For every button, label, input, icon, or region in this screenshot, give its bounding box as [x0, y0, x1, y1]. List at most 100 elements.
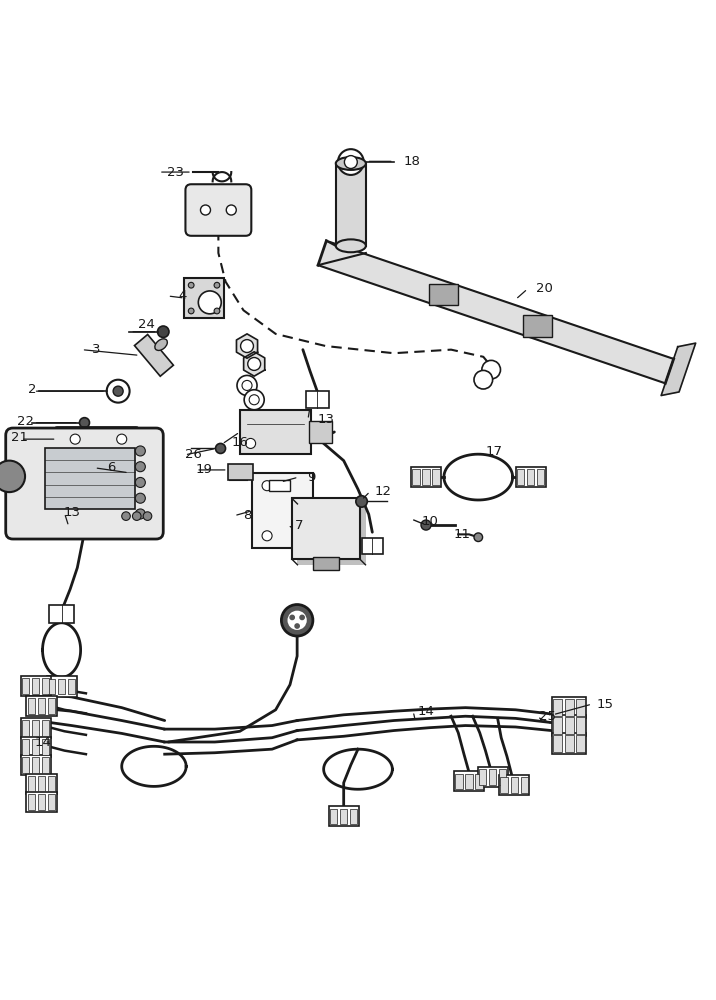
FancyBboxPatch shape — [6, 428, 163, 539]
Circle shape — [226, 205, 236, 215]
Bar — [48, 698, 55, 714]
Bar — [22, 678, 29, 694]
Text: 22: 22 — [16, 415, 34, 428]
Circle shape — [92, 452, 102, 462]
Text: 21: 21 — [11, 431, 28, 444]
Circle shape — [295, 624, 299, 628]
Circle shape — [281, 605, 313, 636]
Bar — [565, 699, 574, 716]
Bar — [521, 777, 528, 793]
Ellipse shape — [336, 157, 366, 170]
Circle shape — [107, 380, 130, 403]
Text: 20: 20 — [536, 282, 553, 295]
Circle shape — [241, 340, 253, 353]
Bar — [22, 757, 29, 773]
Text: 25: 25 — [539, 710, 556, 723]
Circle shape — [421, 520, 431, 530]
Bar — [48, 794, 55, 810]
Bar — [336, 163, 366, 246]
Text: 24: 24 — [138, 318, 155, 331]
Bar — [362, 538, 383, 554]
Text: 19: 19 — [195, 463, 213, 476]
Bar — [32, 678, 39, 694]
Bar — [309, 421, 332, 443]
Bar — [48, 679, 55, 694]
Bar — [32, 720, 39, 736]
Circle shape — [262, 531, 272, 541]
Polygon shape — [318, 241, 674, 383]
Bar — [38, 698, 45, 714]
Circle shape — [338, 149, 364, 175]
Circle shape — [214, 308, 220, 314]
Bar — [42, 757, 49, 773]
Circle shape — [135, 493, 145, 503]
Bar — [329, 806, 359, 826]
Bar — [411, 467, 441, 487]
Bar — [32, 739, 39, 755]
Circle shape — [188, 282, 194, 288]
Bar — [28, 794, 35, 810]
Bar — [350, 809, 357, 824]
Text: 12: 12 — [374, 485, 392, 498]
Circle shape — [135, 477, 145, 487]
Text: 15: 15 — [596, 698, 614, 711]
Bar — [45, 448, 135, 509]
Bar — [330, 809, 337, 824]
Bar — [478, 767, 508, 787]
Text: 8: 8 — [243, 509, 251, 522]
Bar — [489, 769, 496, 785]
Circle shape — [214, 282, 220, 288]
FancyBboxPatch shape — [54, 427, 139, 451]
Bar — [553, 699, 562, 716]
Circle shape — [249, 395, 259, 405]
Circle shape — [113, 386, 123, 396]
Bar — [38, 776, 45, 791]
Bar — [479, 769, 486, 785]
Circle shape — [135, 509, 145, 519]
Bar — [454, 771, 484, 791]
Text: 10: 10 — [421, 515, 438, 528]
Circle shape — [474, 533, 483, 542]
Text: 16: 16 — [231, 436, 248, 449]
Bar — [313, 557, 339, 570]
Bar — [240, 410, 311, 454]
Circle shape — [135, 462, 145, 472]
Bar — [432, 469, 440, 485]
Bar — [21, 676, 51, 696]
Text: 14: 14 — [34, 736, 52, 749]
Circle shape — [246, 438, 256, 448]
Ellipse shape — [336, 239, 366, 252]
Text: 6: 6 — [107, 461, 115, 474]
Circle shape — [117, 434, 127, 444]
Bar — [42, 678, 49, 694]
Bar — [21, 737, 51, 757]
Circle shape — [262, 481, 272, 491]
FancyBboxPatch shape — [185, 184, 251, 236]
Polygon shape — [243, 352, 265, 376]
Circle shape — [0, 461, 25, 492]
Bar — [576, 717, 585, 734]
Bar — [422, 469, 430, 485]
Circle shape — [188, 308, 194, 314]
Bar — [38, 794, 45, 810]
Circle shape — [244, 390, 264, 410]
Bar — [298, 504, 366, 565]
Text: 11: 11 — [453, 528, 470, 541]
Text: 4: 4 — [178, 289, 187, 302]
Text: 26: 26 — [185, 448, 202, 461]
Circle shape — [200, 205, 211, 215]
Bar — [565, 717, 574, 734]
Bar — [26, 774, 57, 794]
Circle shape — [356, 496, 367, 507]
Text: 2: 2 — [28, 383, 37, 396]
Circle shape — [474, 370, 493, 389]
Bar — [475, 774, 483, 789]
Bar — [412, 469, 420, 485]
Text: 13: 13 — [317, 413, 334, 426]
Bar — [565, 735, 574, 752]
Bar — [253, 473, 314, 548]
Circle shape — [242, 380, 252, 390]
Bar — [21, 718, 51, 738]
Circle shape — [132, 512, 141, 520]
Bar — [516, 467, 546, 487]
